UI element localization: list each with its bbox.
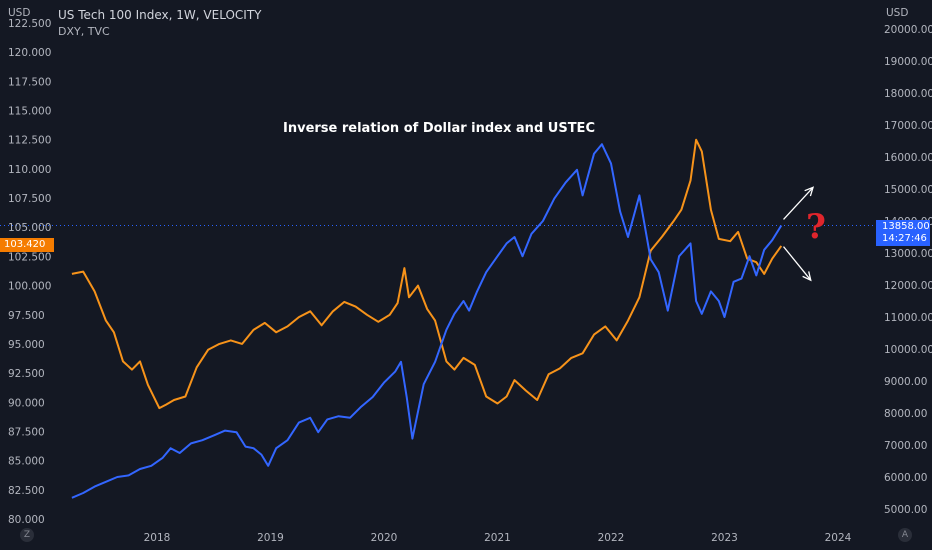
left-tick-label: 122.500 <box>8 18 51 30</box>
dxy-last-price: 103.420 <box>4 239 46 250</box>
right-tick-label: 7000.00 <box>884 440 927 452</box>
ustec-series-line <box>71 143 783 499</box>
compare-symbol-label[interactable]: DXY, TVC <box>58 25 110 38</box>
ustec-last-price: 13858.00 <box>882 221 930 232</box>
ustec-last-price-badge: 13858.00 14:27:46 <box>876 220 930 246</box>
right-tick-label: 18000.00 <box>884 88 932 100</box>
right-price-axis: 5000.00 6000.00 7000.00 8000.00 9000.00 10000… <box>884 24 932 516</box>
left-tick-label: 105.000 <box>8 222 51 234</box>
question-mark-annotation[interactable]: ? <box>806 207 826 247</box>
arrow-up-line <box>783 186 814 220</box>
dxy-last-price-badge: 103.420 <box>0 238 54 252</box>
left-tick-label: 80.000 <box>8 514 45 526</box>
arrow-up-head <box>804 186 815 197</box>
right-tick-label: 20000.00 <box>884 24 932 36</box>
left-tick-label: 115.000 <box>8 106 51 118</box>
right-tick-label: 16000.00 <box>884 152 932 164</box>
left-tick-label: 97.500 <box>8 310 45 322</box>
x-tick-label: 2023 <box>711 532 738 544</box>
arrow-down-line <box>783 246 812 281</box>
left-tick-label: 102.500 <box>8 251 51 263</box>
left-tick-label: 117.500 <box>8 76 51 88</box>
left-tick-label: 120.000 <box>8 47 51 59</box>
right-tick-label: 15000.00 <box>884 184 932 196</box>
right-tick-label: 5000.00 <box>884 504 927 516</box>
chart-symbol-title[interactable]: US Tech 100 Index, 1W, VELOCITY <box>58 8 262 22</box>
right-tick-label: 6000.00 <box>884 472 927 484</box>
dxy-series-line <box>71 138 783 410</box>
right-tick-label: 11000.00 <box>884 312 932 324</box>
x-tick-label: 2020 <box>371 532 398 544</box>
left-axis-unit: USD <box>8 7 31 19</box>
left-tick-label: 107.500 <box>8 193 51 205</box>
left-tick-label: 87.500 <box>8 426 45 438</box>
right-axis-unit: USD <box>886 7 909 19</box>
left-price-axis: 80.000 82.500 85.000 87.500 90.000 92.500 95.0… <box>8 18 51 526</box>
right-tick-label: 17000.00 <box>884 120 932 132</box>
x-tick-label: 2018 <box>144 532 171 544</box>
series-layer <box>71 138 783 499</box>
x-tick-label: 2019 <box>257 532 284 544</box>
left-tick-label: 82.500 <box>8 485 45 497</box>
right-tick-label: 12000.00 <box>884 280 932 292</box>
scale-mode-left-button[interactable]: Z <box>20 528 34 542</box>
x-tick-label: 2021 <box>484 532 511 544</box>
left-tick-label: 110.000 <box>8 164 51 176</box>
right-tick-label: 13000.00 <box>884 248 932 260</box>
x-tick-label: 2022 <box>598 532 625 544</box>
bar-countdown: 14:27:46 <box>882 233 927 244</box>
arrow-down-head <box>802 271 812 282</box>
x-axis: 2018 2019 2020 2021 2022 2023 2024 <box>144 532 852 544</box>
right-tick-label: 8000.00 <box>884 408 927 420</box>
chart-annotation-text[interactable]: Inverse relation of Dollar index and UST… <box>283 121 595 136</box>
left-tick-label: 92.500 <box>8 368 45 380</box>
left-tick-label: 100.000 <box>8 281 51 293</box>
x-tick-label: 2024 <box>825 532 852 544</box>
left-tick-label: 95.000 <box>8 339 45 351</box>
right-tick-label: 10000.00 <box>884 344 932 356</box>
left-tick-label: 112.500 <box>8 135 51 147</box>
right-tick-label: 19000.00 <box>884 56 932 68</box>
right-tick-label: 9000.00 <box>884 376 927 388</box>
left-tick-label: 90.000 <box>8 397 45 409</box>
arrow-layer <box>783 186 815 282</box>
auto-scale-button[interactable]: A <box>898 528 912 542</box>
left-tick-label: 85.000 <box>8 456 45 468</box>
